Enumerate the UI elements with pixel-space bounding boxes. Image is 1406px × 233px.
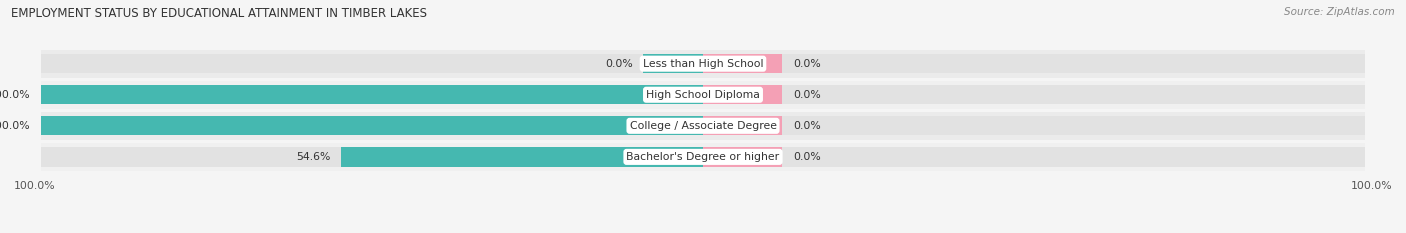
Text: 0.0%: 0.0% <box>605 59 633 69</box>
Bar <box>41 147 1365 167</box>
Bar <box>41 85 703 104</box>
Bar <box>41 112 1365 140</box>
Bar <box>41 81 1365 109</box>
Bar <box>703 116 783 135</box>
Text: 0.0%: 0.0% <box>793 59 821 69</box>
Bar <box>41 116 1365 135</box>
Bar <box>41 143 1365 171</box>
Text: 100.0%: 100.0% <box>0 90 30 100</box>
Text: College / Associate Degree: College / Associate Degree <box>630 121 776 131</box>
Bar <box>342 147 703 167</box>
Bar <box>41 116 703 135</box>
Bar <box>41 85 1365 104</box>
Text: 0.0%: 0.0% <box>793 90 821 100</box>
Text: High School Diploma: High School Diploma <box>647 90 759 100</box>
Bar <box>703 54 783 73</box>
Text: 100.0%: 100.0% <box>1350 181 1392 191</box>
Text: 100.0%: 100.0% <box>0 121 30 131</box>
Text: 54.6%: 54.6% <box>297 152 330 162</box>
Bar <box>703 147 783 167</box>
Text: 0.0%: 0.0% <box>793 152 821 162</box>
Text: Source: ZipAtlas.com: Source: ZipAtlas.com <box>1284 7 1395 17</box>
Bar <box>41 50 1365 78</box>
Text: 0.0%: 0.0% <box>793 121 821 131</box>
Bar <box>644 54 703 73</box>
Text: Less than High School: Less than High School <box>643 59 763 69</box>
Text: EMPLOYMENT STATUS BY EDUCATIONAL ATTAINMENT IN TIMBER LAKES: EMPLOYMENT STATUS BY EDUCATIONAL ATTAINM… <box>11 7 427 20</box>
Text: 100.0%: 100.0% <box>14 181 56 191</box>
Bar <box>703 85 783 104</box>
Text: Bachelor's Degree or higher: Bachelor's Degree or higher <box>627 152 779 162</box>
Bar <box>41 54 1365 73</box>
